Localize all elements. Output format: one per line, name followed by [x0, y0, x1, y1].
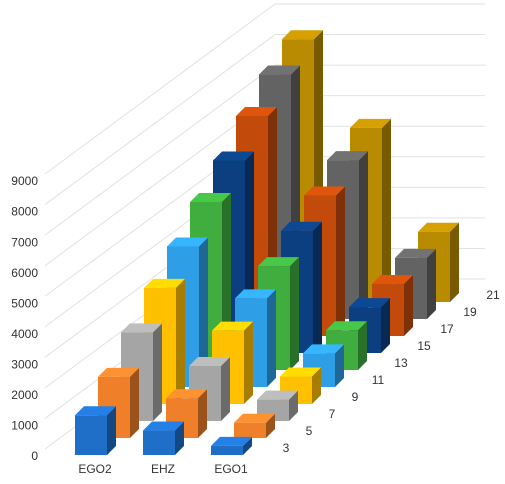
depth-label: 3: [283, 441, 290, 455]
y-tick-label: 3000: [11, 358, 38, 372]
bar-top: [236, 107, 277, 116]
grid-line: [44, 34, 485, 205]
bar-top: [121, 323, 162, 333]
depth-label: 19: [463, 305, 477, 319]
bar-top: [395, 248, 436, 258]
bar-top: [282, 30, 323, 40]
bar-top: [258, 257, 299, 267]
bar-side: [243, 436, 252, 455]
bar-top: [304, 186, 345, 196]
bar-side: [267, 289, 276, 387]
bar-top: [350, 118, 391, 128]
bar-top: [212, 321, 253, 331]
bar-side: [381, 298, 390, 353]
grid-line: [44, 3, 485, 175]
bar-top: [75, 406, 116, 416]
x-tick-label: EGO1: [214, 462, 248, 476]
bar-top: [259, 65, 300, 75]
bar-top: [327, 151, 368, 161]
bar-side: [289, 390, 298, 421]
bar-side: [382, 118, 391, 302]
bar: [143, 430, 175, 455]
bar-side: [359, 151, 368, 319]
grid-line: [44, 64, 485, 236]
bar-side: [427, 248, 436, 319]
bar-side: [175, 421, 184, 455]
bar-top: [280, 367, 321, 377]
y-tick-label: 9000: [11, 174, 38, 188]
x-tick-label: EGO2: [78, 462, 112, 476]
bar-side: [404, 275, 413, 336]
depth-label: 21: [486, 288, 500, 302]
bar-top: [303, 344, 344, 354]
bar-top: [166, 389, 207, 399]
bar-side: [199, 237, 208, 387]
bar-top: [213, 151, 254, 161]
bar-side: [153, 323, 162, 421]
bar-side: [244, 321, 253, 404]
bar-top: [372, 275, 413, 285]
depth-label: 7: [329, 407, 336, 421]
bar-top: [235, 289, 276, 299]
bar-top: [98, 367, 139, 377]
bar-top: [189, 357, 230, 366]
bar-side: [176, 278, 185, 404]
bar-side: [266, 413, 275, 438]
bar-top: [257, 390, 298, 400]
y-tick-label: 2000: [11, 388, 38, 402]
y-tick-label: 0: [31, 449, 38, 463]
y-tick-label: 1000: [11, 419, 38, 433]
depth-label: 17: [440, 322, 454, 336]
bar-top: [349, 298, 390, 308]
bar-side: [221, 357, 230, 421]
bar-top: [234, 413, 275, 423]
bar-side: [336, 186, 345, 336]
bar-side: [107, 406, 116, 455]
bar-side: [450, 222, 459, 302]
bar-top: [211, 436, 252, 446]
depth-label: 13: [394, 356, 408, 370]
depth-label: 15: [417, 339, 431, 353]
x-tick-label: EHZ: [151, 462, 175, 476]
depth-label: 5: [306, 424, 313, 438]
y-tick-label: 6000: [11, 266, 38, 280]
bar-side: [312, 367, 321, 404]
depth-label: 11: [372, 373, 385, 387]
bar-side: [358, 321, 367, 370]
bar-side: [130, 367, 139, 438]
y-tick-label: 4000: [11, 327, 38, 341]
bar-side: [198, 389, 207, 438]
bar-side: [313, 221, 322, 353]
bar: [234, 422, 266, 438]
bar-side: [335, 344, 344, 387]
bar: [75, 415, 107, 455]
bar-top: [143, 421, 184, 431]
bar-top: [326, 321, 367, 331]
y-tick-label: 5000: [11, 296, 38, 310]
bar-top: [281, 221, 322, 231]
y-tick-label: 8000: [11, 205, 38, 219]
bar-top: [144, 278, 185, 288]
bar-top: [418, 222, 459, 232]
bar-side: [290, 257, 299, 370]
bar-top: [167, 237, 208, 247]
depth-label: 9: [352, 390, 359, 404]
bar-top: [190, 192, 231, 202]
bar: [211, 445, 243, 455]
y-tick-label: 7000: [11, 235, 38, 249]
